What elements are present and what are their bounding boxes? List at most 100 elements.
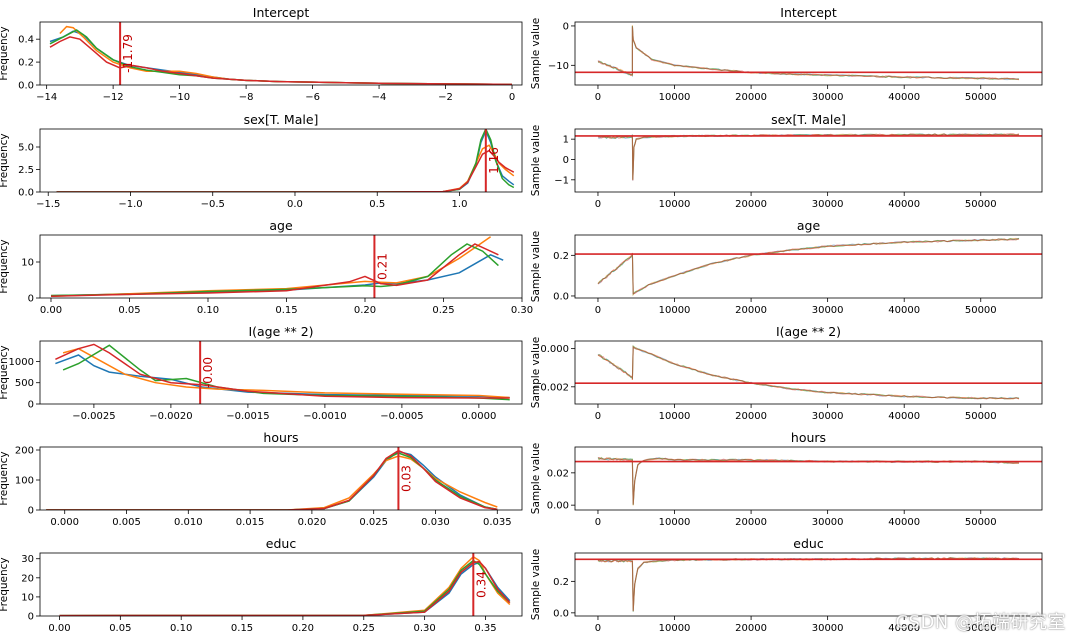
x-tick-label: 20000 — [735, 92, 767, 103]
y-tick-label: 2.5 — [18, 165, 34, 176]
x-tick-label: 20000 — [735, 517, 767, 528]
x-tick-label: 30000 — [812, 199, 844, 210]
y-tick-label: 200 — [15, 446, 34, 457]
y-tick-label: 500 — [15, 378, 34, 389]
x-tick-label: 0.035 — [483, 517, 512, 528]
trace-chain-2 — [597, 557, 1020, 612]
x-tick-label: 40000 — [888, 517, 920, 528]
x-tick-label: 0.15 — [231, 623, 253, 634]
y-tick-label: 0.4 — [18, 35, 34, 46]
x-tick-label: 10000 — [659, 623, 691, 634]
y-tick-label: −1 — [554, 175, 569, 186]
x-tick-label: 0.20 — [354, 305, 376, 316]
y-tick-label: 0.0 — [18, 81, 34, 92]
plot-area — [575, 557, 1042, 612]
density-line-1 — [59, 555, 511, 616]
x-tick-label: 30000 — [812, 305, 844, 316]
y-tick-label: 0.02 — [547, 468, 569, 479]
trace-chain-2 — [597, 344, 1020, 400]
axes-frame — [39, 234, 523, 299]
density-line-2 — [56, 129, 515, 192]
x-tick-label: 10000 — [659, 305, 691, 316]
density-panel-3: I(age ** 2) Frequency −0.0025 −0.0020 −0.001… — [0, 324, 523, 422]
trace-chain-0 — [597, 457, 1020, 505]
trace-chain-1 — [597, 345, 1020, 400]
axes-frame — [574, 552, 1043, 617]
trace-chain-3 — [597, 26, 1020, 81]
axes-frame — [574, 21, 1043, 86]
x-tick-label: 0.05 — [118, 305, 140, 316]
y-axis-label: Frequency — [0, 239, 10, 293]
density-line-0 — [59, 561, 511, 616]
posterior-mean-label: 0.34 — [474, 571, 488, 598]
trace-chain-2 — [597, 237, 1020, 296]
density-panel-1: sex[T. Male] Frequency −1.5 −1.0 −0.5 0.0 0.5 1… — [0, 112, 523, 210]
x-tick-label: 10000 — [659, 92, 691, 103]
x-tick-label: 0.0 — [287, 199, 303, 210]
panel-title: educ — [266, 536, 297, 551]
panel-title: hours — [791, 430, 826, 445]
panel-title: age — [269, 218, 293, 233]
x-tick-label: 50000 — [965, 411, 997, 422]
y-tick-label: −10 — [548, 61, 569, 72]
panel-title: I(age ** 2) — [776, 324, 841, 339]
trace-panel-1: sex[T. Male] Sample value 0 10000 20000 30000… — [530, 112, 1043, 210]
posterior-mean-label: 1.16 — [487, 147, 501, 174]
x-tick-label: 0 — [595, 305, 601, 316]
trace-chain-1 — [597, 557, 1020, 611]
plot-area — [575, 25, 1042, 81]
panel-title: hours — [263, 430, 298, 445]
x-tick-label: 0.10 — [170, 623, 192, 634]
x-tick-label: 0 — [595, 623, 601, 634]
plot-area — [575, 344, 1042, 400]
y-axis-label: Frequency — [0, 557, 10, 611]
trace-chain-0 — [597, 345, 1020, 400]
plot-area — [575, 237, 1042, 297]
trace-panel-5: educ Sample value 0 10000 20000 30000 40000 500… — [530, 536, 1043, 634]
trace-chain-1 — [597, 237, 1020, 297]
trace-chain-2 — [597, 25, 1020, 81]
y-axis-label: Frequency — [0, 345, 10, 399]
y-tick-label: 0.2 — [553, 251, 569, 262]
trace-panel-3: I(age ** 2) Sample value 0 10000 20000 30000 4… — [530, 324, 1043, 422]
density-line-1 — [62, 347, 510, 399]
x-tick-label: 0.30 — [511, 305, 533, 316]
x-tick-label: −2 — [438, 92, 453, 103]
x-tick-label: −0.0020 — [149, 411, 192, 422]
trace-chain-0 — [597, 133, 1020, 181]
y-axis-label: Sample value — [530, 18, 542, 89]
trace-chain-2 — [597, 456, 1020, 506]
x-tick-label: 0.015 — [236, 517, 265, 528]
x-tick-label: 0.15 — [275, 305, 297, 316]
trace-panel-0: Intercept Sample value 0 10000 20000 30000 400… — [530, 5, 1043, 103]
y-tick-label: 0 — [563, 21, 569, 32]
x-tick-label: 0 — [595, 199, 601, 210]
x-tick-label: 30000 — [812, 92, 844, 103]
trace-chain-0 — [597, 25, 1020, 81]
axes-frame — [574, 446, 1043, 511]
x-tick-label: −1.5 — [36, 199, 60, 210]
y-tick-label: 0.0 — [18, 188, 34, 199]
density-line-3 — [55, 343, 510, 399]
x-tick-label: 50000 — [965, 199, 997, 210]
plot-area — [56, 129, 515, 192]
x-tick-label: 0.05 — [109, 623, 131, 634]
y-axis-label: Frequency — [0, 26, 10, 80]
density-line-3 — [49, 36, 513, 85]
density-panel-4: hours Frequency 0.000 0.005 0.010 0.015 0.020 0… — [0, 430, 523, 528]
x-tick-label: 30000 — [812, 623, 844, 634]
panel-title: sex[T. Male] — [244, 112, 319, 127]
plot-area — [575, 133, 1042, 181]
axes-frame — [39, 21, 523, 86]
plot-area — [59, 553, 511, 616]
axes-frame — [39, 446, 523, 511]
y-tick-label: 0.0 — [553, 291, 569, 302]
y-axis-label: Frequency — [0, 451, 10, 505]
y-tick-label: 30 — [21, 554, 34, 565]
density-line-2 — [46, 452, 498, 510]
x-tick-label: −10 — [169, 92, 190, 103]
y-tick-label: 20 — [21, 573, 34, 584]
x-tick-label: 40000 — [888, 199, 920, 210]
x-tick-label: 50000 — [965, 92, 997, 103]
x-tick-label: 50000 — [965, 623, 997, 634]
